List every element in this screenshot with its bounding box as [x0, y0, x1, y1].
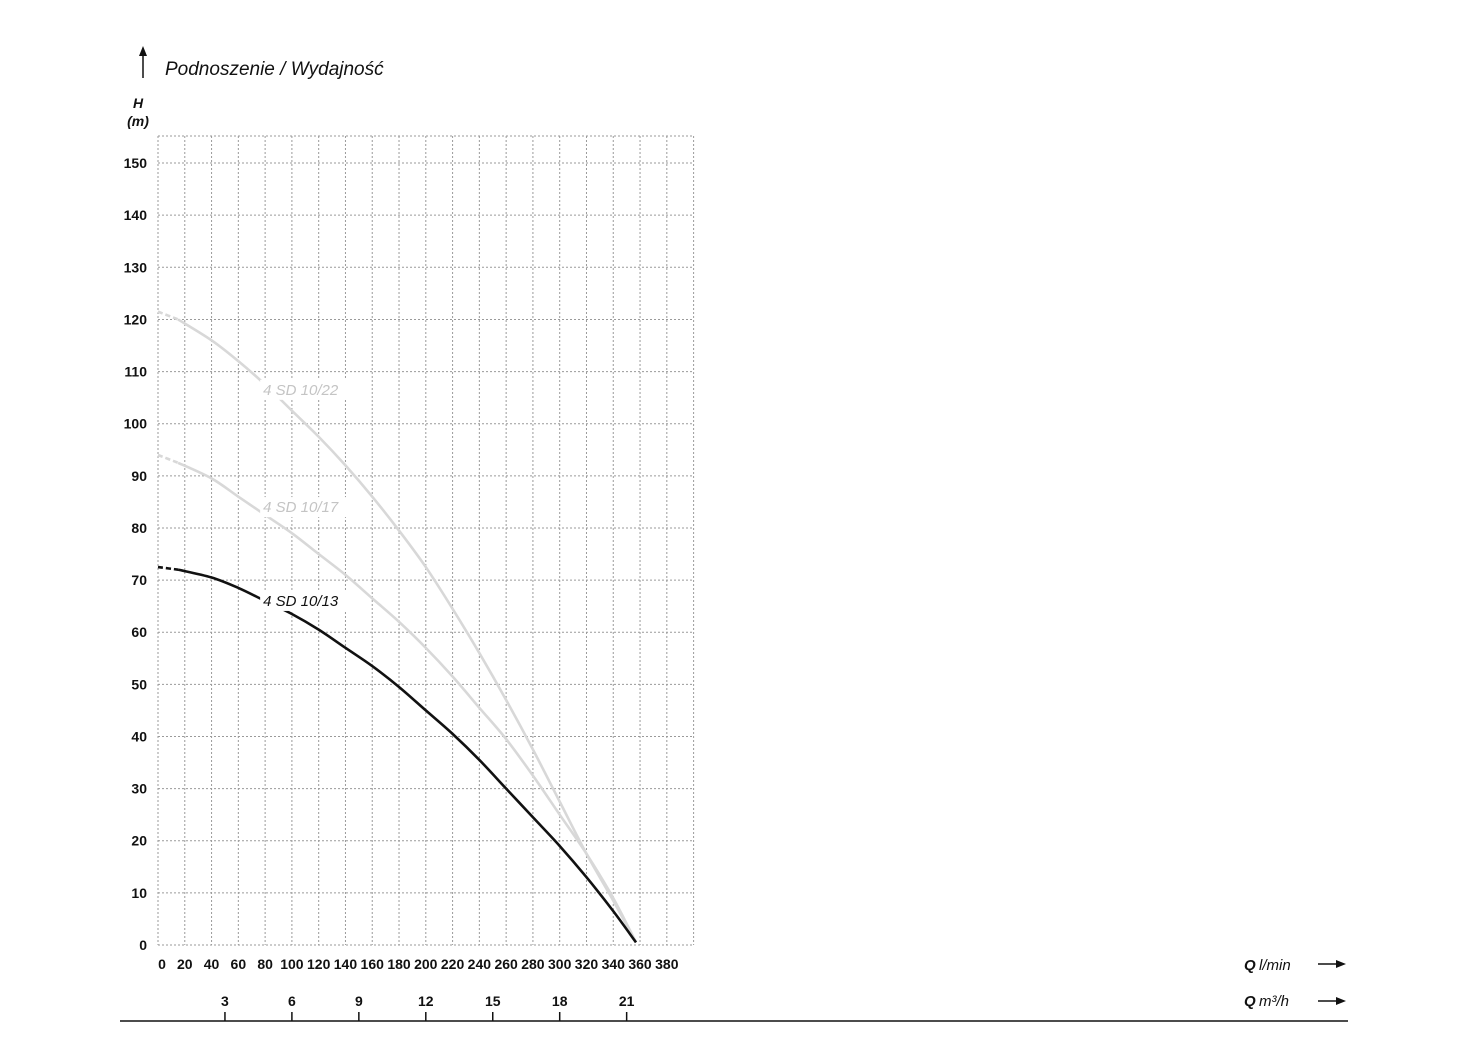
series-label: 4 SD 10/22 — [263, 382, 339, 399]
x-tick-label: 40 — [204, 956, 220, 972]
secondary-tick-label: 3 — [221, 993, 229, 1009]
y-tick-label: 130 — [124, 259, 148, 275]
x-tick-label: 280 — [521, 956, 545, 972]
y-tick-label: 0 — [139, 937, 147, 953]
series-line — [177, 461, 638, 943]
y-tick-label: 40 — [131, 728, 147, 744]
series-line — [177, 568, 638, 944]
x-axis-symbol-primary: Q — [1244, 957, 1256, 974]
x-tick-label: 60 — [231, 956, 247, 972]
secondary-tick-label: 18 — [552, 993, 568, 1009]
x-tick-label: 80 — [257, 956, 273, 972]
y-tick-label: 120 — [124, 311, 148, 327]
series-line-dashed — [157, 453, 179, 465]
chart-title: Podnoszenie / Wydajność — [165, 59, 384, 80]
x-axis-label-secondary: Q m³/h — [1244, 993, 1346, 1010]
secondary-tick-labels: 3 6 9 12 15 18 21 — [221, 993, 635, 1021]
series-label: 4 SD 10/17 — [263, 499, 339, 516]
series-line-dashed — [157, 310, 179, 321]
y-axis-unit: (m) — [127, 113, 149, 129]
secondary-tick-label: 21 — [619, 993, 635, 1009]
y-tick-label: 80 — [131, 520, 147, 536]
series-line-dashed — [157, 565, 179, 571]
x-tick-label: 260 — [494, 956, 518, 972]
y-tick-label: 140 — [124, 207, 148, 223]
x-tick-label: 120 — [307, 956, 331, 972]
y-tick-label: 110 — [124, 364, 147, 380]
y-tick-label: 50 — [131, 676, 147, 692]
secondary-tick-label: 6 — [288, 993, 296, 1009]
right-arrow-head-icon-2 — [1336, 997, 1346, 1005]
x-tick-label: 100 — [280, 956, 304, 972]
x-axis-unit-secondary: m³/h — [1259, 993, 1289, 1010]
x-tick-label: 140 — [334, 956, 358, 972]
x-tick-label: 20 — [177, 956, 193, 972]
up-arrow-head-icon — [139, 46, 147, 56]
x-tick-label: 360 — [628, 956, 652, 972]
x-tick-label: 340 — [602, 956, 626, 972]
x-axis-label-primary: Q l/min — [1244, 957, 1346, 974]
x-tick-label: 240 — [468, 956, 492, 972]
y-tick-label: 150 — [124, 155, 148, 171]
y-tick-label: 90 — [131, 468, 147, 484]
y-tick-label: 70 — [131, 572, 147, 588]
x-tick-label: 320 — [575, 956, 599, 972]
series-labels: 4 SD 10/13 4 SD 10/17 4 SD 10/22 — [260, 379, 347, 611]
y-tick-label: 100 — [124, 416, 148, 432]
secondary-tick-label: 15 — [485, 993, 501, 1009]
x-tick-label: 0 — [158, 956, 166, 972]
y-tick-labels: 0 10 20 30 40 50 60 70 80 90 100 110 120 130 140 150 — [124, 155, 148, 953]
y-tick-label: 20 — [131, 833, 147, 849]
y-tick-label: 30 — [131, 781, 147, 797]
secondary-tick-label: 12 — [418, 993, 434, 1009]
x-tick-label: 380 — [655, 956, 679, 972]
series-label-background — [260, 379, 347, 400]
x-tick-labels: 0 20 40 60 80 100 120 140 160 180 200 220 240 260 280 3… — [158, 956, 679, 972]
x-tick-label: 220 — [441, 956, 465, 972]
x-axis-unit-primary: l/min — [1259, 957, 1291, 974]
grid — [157, 135, 695, 946]
x-axis-symbol-secondary: Q — [1244, 993, 1256, 1010]
series-label: 4 SD 10/13 — [263, 593, 339, 610]
series-lines — [157, 310, 638, 944]
x-tick-label: 160 — [361, 956, 385, 972]
x-tick-label: 300 — [548, 956, 572, 972]
right-arrow-head-icon — [1336, 960, 1346, 968]
y-axis-symbol: H — [133, 95, 144, 111]
y-tick-label: 60 — [131, 624, 147, 640]
series-label-background — [260, 590, 347, 611]
x-tick-label: 180 — [387, 956, 411, 972]
y-tick-label: 10 — [131, 885, 147, 901]
series-label-background — [260, 497, 347, 518]
x-tick-label: 200 — [414, 956, 438, 972]
secondary-tick-label: 9 — [355, 993, 363, 1009]
chart-title-group: Podnoszenie / Wydajność — [139, 46, 384, 80]
